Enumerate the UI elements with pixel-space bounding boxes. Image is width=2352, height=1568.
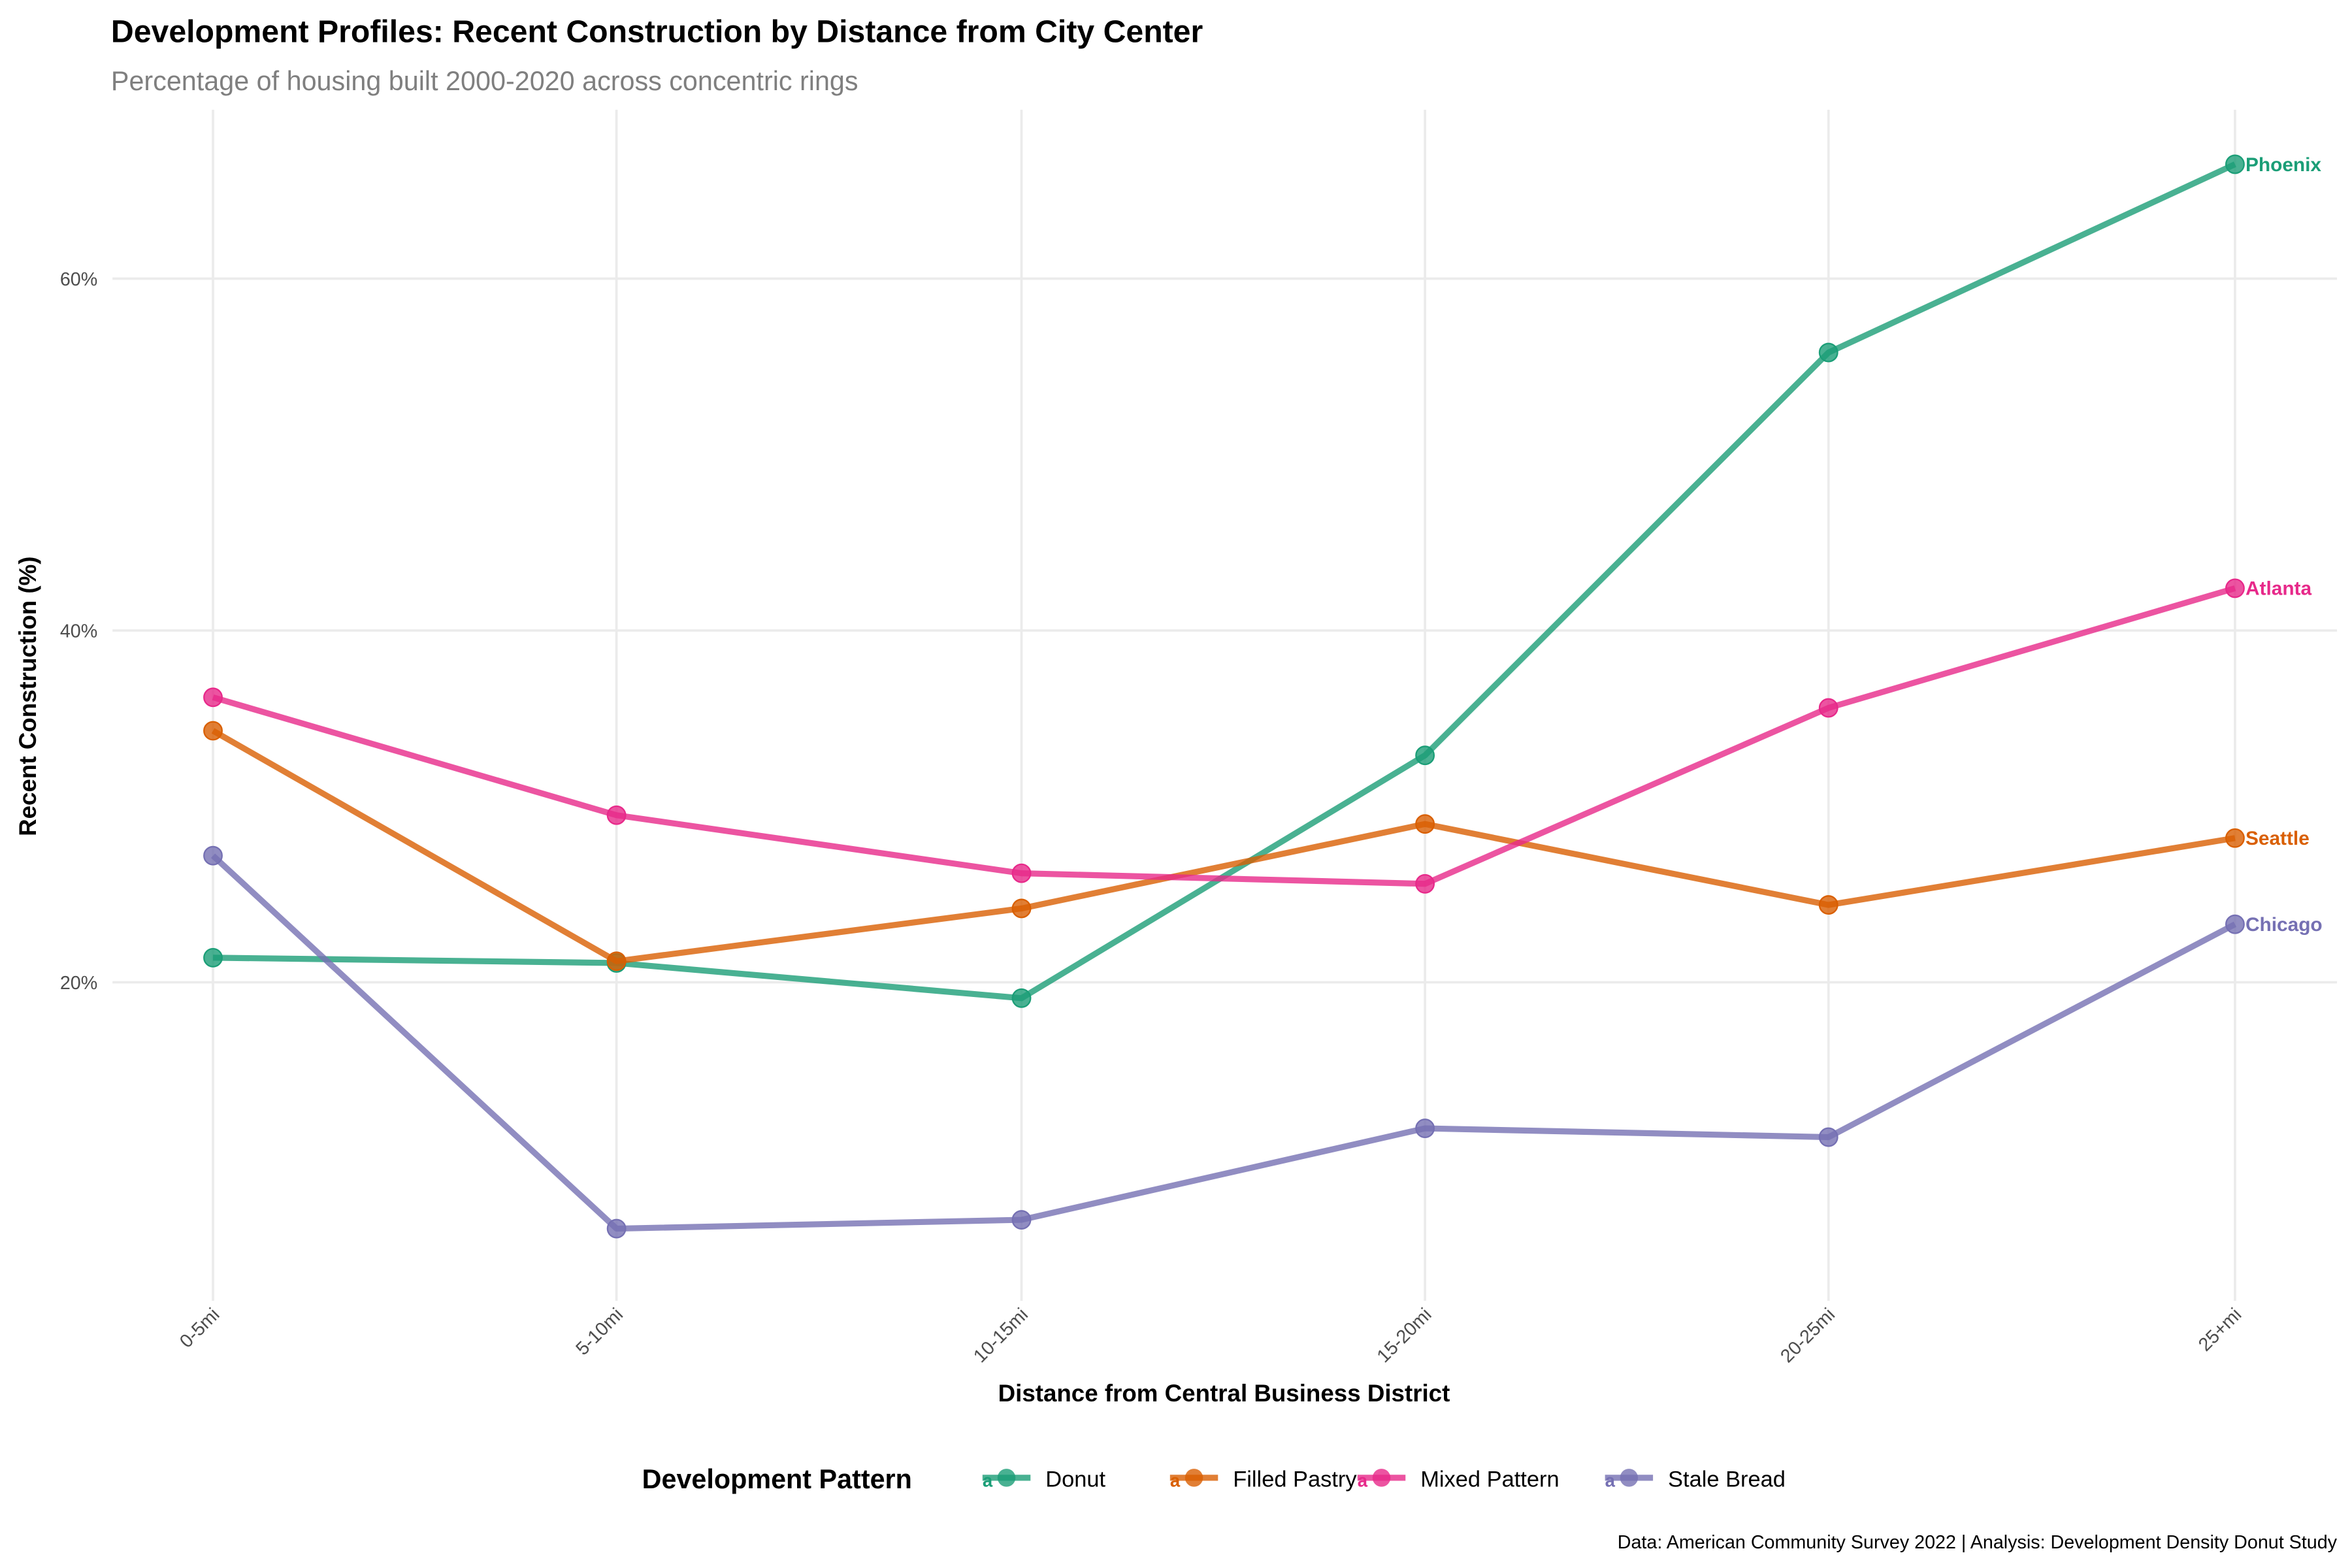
data-point	[1818, 342, 1838, 363]
x-tick-label: 10-15mi	[970, 1304, 1032, 1367]
legend-text-swatch: a	[1170, 1471, 1181, 1491]
data-point	[1415, 814, 1435, 834]
legend: Development Pattern a Donut a Filled Pastry…	[642, 1464, 1786, 1494]
city-end-label: Chicago	[2246, 914, 2323, 936]
legend-label: Mixed Pattern	[1420, 1467, 1559, 1492]
legend-title: Development Pattern	[642, 1464, 912, 1494]
legend-text-swatch: a	[983, 1471, 993, 1491]
legend-point-swatch	[1184, 1469, 1203, 1487]
legend-label: Filled Pastry	[1233, 1467, 1357, 1492]
series-mixed-pattern: Atlanta	[203, 578, 2312, 894]
data-point	[2225, 828, 2245, 848]
data-point	[1818, 1127, 1838, 1147]
series-line	[212, 585, 2236, 887]
data-point	[2225, 914, 2245, 934]
chart-subtitle: Percentage of housing built 2000-2020 ac…	[111, 66, 858, 96]
data-point	[1415, 1119, 1435, 1138]
x-axis-title: Distance from Central Business District	[998, 1380, 1450, 1407]
legend-point-swatch	[997, 1469, 1016, 1487]
city-end-label: Atlanta	[2246, 578, 2312, 600]
series-filled-pastry: Seattle	[203, 721, 2310, 972]
data-point	[203, 687, 223, 708]
data-point	[203, 845, 223, 866]
x-tick-label: 20-25mi	[1776, 1304, 1839, 1367]
legend-label: Stale Bread	[1668, 1467, 1786, 1492]
data-point	[1415, 745, 1435, 766]
data-point	[2225, 578, 2245, 598]
y-tick-label: 40%	[60, 621, 97, 642]
legend-key: a	[1605, 1469, 1654, 1491]
data-point	[1818, 895, 1838, 915]
data-point	[1818, 698, 1838, 718]
data-point	[1011, 898, 1032, 919]
grid-lines	[112, 109, 2338, 1301]
data-point	[203, 721, 223, 741]
series-stale-bread: Chicago	[203, 845, 2323, 1239]
legend-label: Donut	[1045, 1467, 1105, 1492]
series-line	[210, 853, 2237, 1232]
y-axis-title: Recent Construction (%)	[14, 556, 41, 836]
series-layer: Phoenix Seattle Atlanta Chicago	[203, 154, 2323, 1239]
chart-title: Development Profiles: Recent Constructio…	[111, 14, 1203, 50]
x-tick-label: 15-20mi	[1373, 1304, 1436, 1367]
city-end-label: Seattle	[2246, 828, 2310, 849]
x-tick-label: 5-10mi	[572, 1304, 627, 1360]
series-line	[212, 161, 2236, 1002]
data-point	[606, 1218, 627, 1239]
x-tick-label: 0-5mi	[176, 1304, 223, 1352]
y-axis-ticks: 20% 40% 60%	[60, 269, 97, 994]
series-line	[211, 728, 2236, 964]
city-end-label: Phoenix	[2246, 154, 2321, 176]
y-tick-label: 20%	[60, 973, 97, 994]
data-point	[2225, 154, 2245, 174]
data-point	[1415, 874, 1435, 894]
legend-point-swatch	[1372, 1469, 1391, 1487]
legend-text-swatch: a	[1358, 1471, 1368, 1491]
x-axis-ticks: 0-5mi 5-10mi 10-15mi 15-20mi 20-25mi 25+mi	[176, 1304, 2246, 1367]
legend-key: a	[982, 1469, 1031, 1491]
data-point	[1011, 863, 1032, 883]
legend-point-swatch	[1620, 1469, 1639, 1487]
legend-text-swatch: a	[1605, 1471, 1616, 1491]
data-point	[203, 947, 223, 968]
data-point	[606, 951, 627, 972]
y-tick-label: 60%	[60, 269, 97, 290]
legend-key: a	[1357, 1469, 1406, 1491]
data-point	[606, 805, 627, 825]
data-point	[1011, 1210, 1032, 1230]
legend-key: a	[1170, 1469, 1218, 1491]
x-tick-label: 25+mi	[2195, 1304, 2246, 1355]
data-point	[1011, 988, 1032, 1008]
chart-caption: Data: American Community Survey 2022 | A…	[1618, 1532, 2338, 1553]
